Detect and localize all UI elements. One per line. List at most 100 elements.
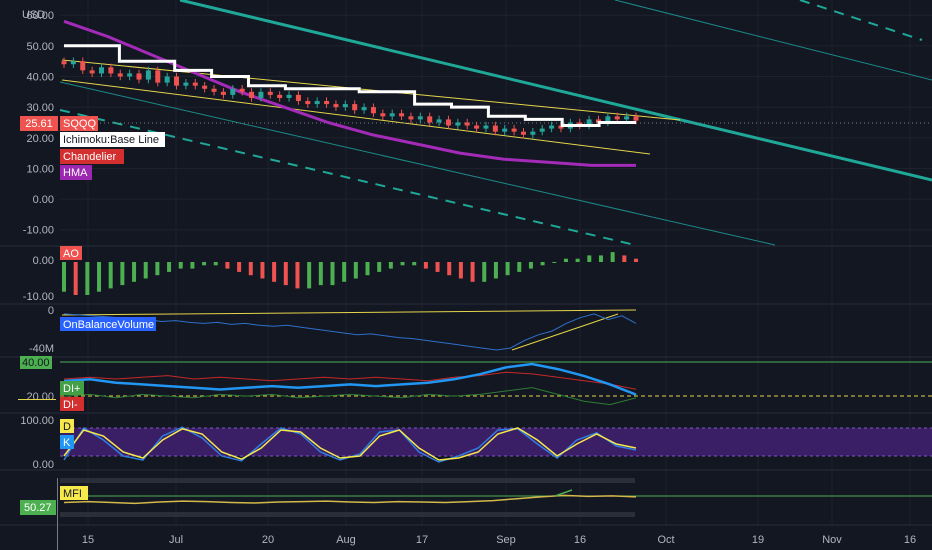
teal-trendline-upper <box>614 0 932 81</box>
mfi-pane[interactable] <box>60 478 932 517</box>
time-tick-8: 19 <box>752 534 764 546</box>
di-plus-badge[interactable]: DI+ <box>60 381 84 395</box>
ao-bar <box>377 262 382 272</box>
candle-body <box>389 113 395 117</box>
candle-body <box>624 116 630 120</box>
ao-histogram <box>62 252 638 295</box>
candle-body <box>267 91 273 95</box>
stoch-k-badge[interactable]: K <box>60 435 74 449</box>
ao-bar <box>85 262 90 295</box>
time-tick-0: 15 <box>82 534 94 546</box>
candle-body <box>277 94 283 98</box>
di-minus-badge[interactable]: DI- <box>60 397 84 411</box>
ao-bar <box>120 262 125 286</box>
candle-body <box>127 73 133 77</box>
ao-bar <box>447 262 452 276</box>
obv-badge[interactable]: OnBalanceVolume <box>60 317 156 331</box>
candle-body <box>295 94 301 102</box>
lower-pane-axis-labels: 0.00 -10.00 0 -40M 20.00 100.00 0.00 <box>20 255 54 471</box>
candle-body <box>314 101 320 105</box>
mfi-label: MFI <box>63 488 82 500</box>
ao-bar <box>62 262 66 292</box>
ao-bar <box>225 262 230 269</box>
candle-body <box>539 128 545 132</box>
candle-body <box>464 122 470 126</box>
candle-body <box>117 73 123 77</box>
ao-bar <box>458 262 463 279</box>
dmi-40-badge[interactable]: 40.00 <box>20 356 52 369</box>
ao-bar <box>423 262 428 269</box>
legend-hma[interactable]: HMA <box>60 165 92 180</box>
candle-body <box>70 61 76 65</box>
candle-body <box>417 116 423 120</box>
ao-bar <box>517 262 522 272</box>
price-tick-7: -10.00 <box>23 225 54 237</box>
stochastic-pane[interactable] <box>60 426 932 463</box>
price-tick-6: 0.00 <box>33 194 54 206</box>
di-plus-line <box>63 387 637 406</box>
candle-body <box>136 73 142 80</box>
mfi-upper-band <box>60 478 635 483</box>
ao-pane[interactable] <box>62 252 638 295</box>
candle-body <box>474 125 480 129</box>
ao-bar <box>388 262 393 269</box>
ao-bar <box>482 262 487 282</box>
di-minus-line <box>63 371 637 390</box>
candle-body <box>145 70 151 80</box>
time-axis[interactable]: 15 Jul 20 Aug 17 Sep 16 Oct 19 Nov 16 <box>82 534 916 546</box>
candle-body <box>258 91 264 98</box>
ao-bar <box>202 262 207 266</box>
ao-bar <box>563 258 568 262</box>
candle-body <box>108 67 114 74</box>
ao-bar <box>610 252 615 262</box>
stoch-d-badge[interactable]: D <box>60 419 74 433</box>
mfi-line <box>63 494 637 505</box>
candle-body <box>633 116 639 121</box>
time-tick-7: Oct <box>657 534 674 546</box>
obv-line <box>63 313 637 351</box>
legend-chandelier[interactable]: Chandelier <box>60 149 124 164</box>
trendlines <box>59 0 932 246</box>
dmi-pane[interactable] <box>60 361 932 406</box>
ao-bar <box>318 262 323 286</box>
legend-ichimoku[interactable]: Ichimoku:Base Line <box>60 132 165 147</box>
price-pane[interactable]: 60.00 50.00 40.00 30.00 20.00 10.00 0.00 -10.00 <box>23 0 932 246</box>
stoch-tick-0: 100.00 <box>20 415 54 427</box>
symbol-badge[interactable]: SQQQ <box>60 116 98 131</box>
dmi-20-marker <box>18 399 56 400</box>
obv-pane[interactable] <box>61 309 637 351</box>
mfi-value-badge[interactable]: 50.27 <box>20 500 56 515</box>
price-badge[interactable]: 25.61 <box>20 116 58 131</box>
ao-bar <box>365 262 370 276</box>
mfi-trend-arrow <box>554 489 573 497</box>
legend-ichimoku-label: Ichimoku:Base Line <box>63 134 159 146</box>
candle-body <box>399 113 405 117</box>
time-tick-6: 16 <box>574 534 586 546</box>
candle-body <box>614 116 620 120</box>
ao-bar <box>587 255 592 262</box>
candle-body <box>549 125 555 129</box>
obv-tick-0: 0 <box>48 305 54 317</box>
ao-bar <box>272 262 277 282</box>
price-tick-5: 10.00 <box>26 163 54 175</box>
ao-bar <box>330 262 335 286</box>
legend-chandelier-label: Chandelier <box>63 151 117 163</box>
candle-body <box>89 70 95 74</box>
price-tick-3: 30.00 <box>26 102 54 114</box>
price-tick-1: 50.00 <box>26 41 54 53</box>
symbol-label: SQQQ <box>63 118 96 130</box>
candle-body <box>380 113 386 117</box>
ao-bar <box>248 262 253 276</box>
ao-bar <box>493 262 498 279</box>
mfi-axis-line <box>57 478 58 550</box>
stoch-k-label: K <box>63 437 71 449</box>
ao-bar <box>97 262 102 292</box>
candle-body <box>99 67 105 74</box>
ao-badge[interactable]: AO <box>60 246 82 260</box>
obv-trendline-top <box>61 309 637 316</box>
ao-tick-0: 0.00 <box>33 255 54 267</box>
mfi-badge[interactable]: MFI <box>60 486 88 500</box>
candle-body <box>61 61 67 65</box>
teal-trendline-dashed-upper <box>799 0 923 41</box>
